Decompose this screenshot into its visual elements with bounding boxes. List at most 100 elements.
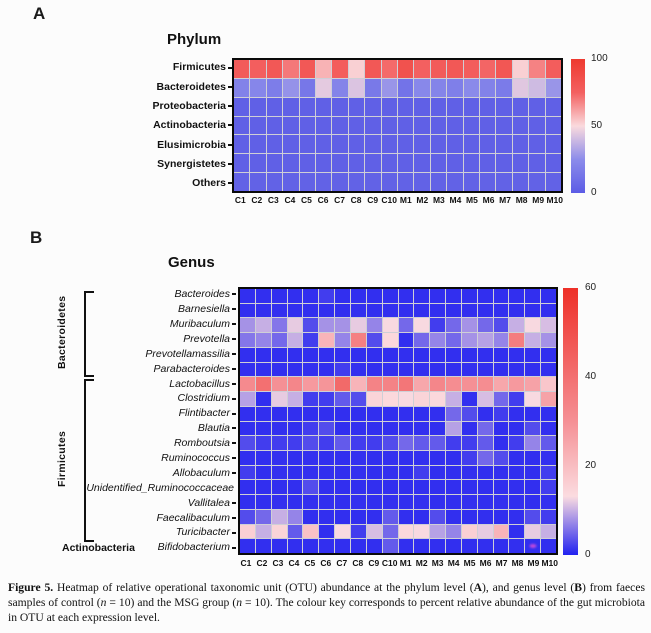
heatmap-cell	[463, 97, 479, 116]
heatmap-cell	[234, 97, 250, 116]
heatmap-cell	[479, 78, 496, 97]
col-label: C6	[317, 195, 329, 205]
heatmap-cell	[303, 465, 319, 480]
row-label: Bacteroides	[174, 288, 230, 301]
heatmap-cell	[496, 135, 512, 154]
heatmap-cell	[335, 406, 350, 421]
heatmap-cell	[382, 333, 398, 347]
heatmap-cell	[271, 465, 287, 480]
heatmap-cell	[234, 78, 250, 97]
heatmap-cell	[335, 465, 350, 480]
heatmap-cell	[541, 333, 556, 347]
heatmap-cell	[525, 392, 541, 406]
heatmap-cell	[240, 318, 255, 333]
heatmap-cell	[446, 524, 461, 539]
heatmap-cell	[382, 318, 398, 333]
heatmap-cell	[350, 450, 366, 465]
axis-tick	[228, 143, 232, 146]
heatmap-cell	[545, 116, 561, 135]
genus-colorbar-ticks: 0 20 40 60	[585, 283, 613, 560]
heatmap-cell	[350, 509, 366, 524]
heatmap-cell	[398, 450, 414, 465]
heatmap-cell	[461, 480, 477, 495]
heatmap-cell	[541, 421, 556, 436]
heatmap-cell	[287, 539, 303, 553]
heatmap-cell	[430, 421, 446, 436]
heatmap-cell	[299, 135, 315, 154]
heatmap-cell	[299, 116, 315, 135]
axis-tick	[228, 163, 232, 166]
heatmap-cell	[461, 333, 477, 347]
heatmap-cell	[234, 135, 250, 154]
heatmap-cell	[398, 347, 414, 362]
heatmap-cell	[240, 509, 255, 524]
colorbar-tick-label: 20	[585, 460, 597, 471]
heatmap-cell	[430, 392, 446, 406]
heatmap-cell	[287, 421, 303, 436]
genus-row-labels: Bacteroides Barnesiella Muribaculum Prevote…	[86, 287, 236, 555]
heatmap-cell	[446, 362, 461, 377]
heatmap-cell	[319, 421, 335, 436]
heatmap-cell	[381, 154, 397, 173]
heatmap-cell	[461, 524, 477, 539]
heatmap-cell	[319, 524, 335, 539]
heatmap-cell	[398, 392, 414, 406]
heatmap-cell	[240, 333, 255, 347]
heatmap-cell	[332, 116, 348, 135]
heatmap-cell	[430, 377, 446, 392]
heatmap-cell	[303, 392, 319, 406]
heatmap-cell	[541, 318, 556, 333]
heatmap-cell	[266, 173, 283, 191]
heatmap-cell	[335, 524, 350, 539]
heatmap-cell	[541, 450, 556, 465]
heatmap-cell	[382, 450, 398, 465]
heatmap-cell	[382, 362, 398, 377]
heatmap-cell	[287, 524, 303, 539]
axis-tick	[232, 457, 236, 460]
heatmap-cell	[255, 450, 271, 465]
heatmap-cell	[350, 406, 366, 421]
heatmap-cell	[430, 406, 446, 421]
row-label: Proteobacteria	[152, 99, 226, 112]
heatmap-cell	[255, 465, 271, 480]
col-label: C2	[251, 195, 263, 205]
heatmap-cell	[461, 436, 477, 450]
col-label: C7	[336, 558, 348, 568]
heatmap-cell	[414, 60, 430, 78]
heatmap-cell	[477, 347, 493, 362]
heatmap-cell	[348, 116, 365, 135]
heatmap-cell	[397, 173, 414, 191]
heatmap-cell	[398, 465, 414, 480]
heatmap-cell	[525, 495, 541, 509]
heatmap-cell	[525, 421, 541, 436]
heatmap-cell	[287, 465, 303, 480]
col-label: M2	[415, 558, 428, 568]
heatmap-cell	[397, 60, 414, 78]
heatmap-cell	[477, 480, 493, 495]
heatmap-cell	[255, 480, 271, 495]
heatmap-cell	[303, 406, 319, 421]
heatmap-cell	[271, 347, 287, 362]
heatmap-cell	[335, 450, 350, 465]
heatmap-cell	[255, 333, 271, 347]
heatmap-cell	[287, 450, 303, 465]
heatmap-cell	[315, 116, 332, 135]
heatmap-cell	[430, 97, 447, 116]
heatmap-cell	[529, 173, 545, 191]
heatmap-cell	[348, 97, 365, 116]
heatmap-cell	[332, 60, 348, 78]
axis-tick	[232, 442, 236, 445]
heatmap-cell	[398, 377, 414, 392]
heatmap-cell	[303, 495, 319, 509]
heatmap-cell	[477, 362, 493, 377]
heatmap-cell	[525, 465, 541, 480]
heatmap-cell	[366, 377, 382, 392]
heatmap-cell	[541, 377, 556, 392]
heatmap-cell	[525, 524, 541, 539]
heatmap-cell	[529, 116, 545, 135]
heatmap-cell	[315, 173, 332, 191]
heatmap-cell	[461, 377, 477, 392]
heatmap-cell	[366, 509, 382, 524]
heatmap-cell	[496, 154, 512, 173]
heatmap-cell	[240, 362, 255, 377]
